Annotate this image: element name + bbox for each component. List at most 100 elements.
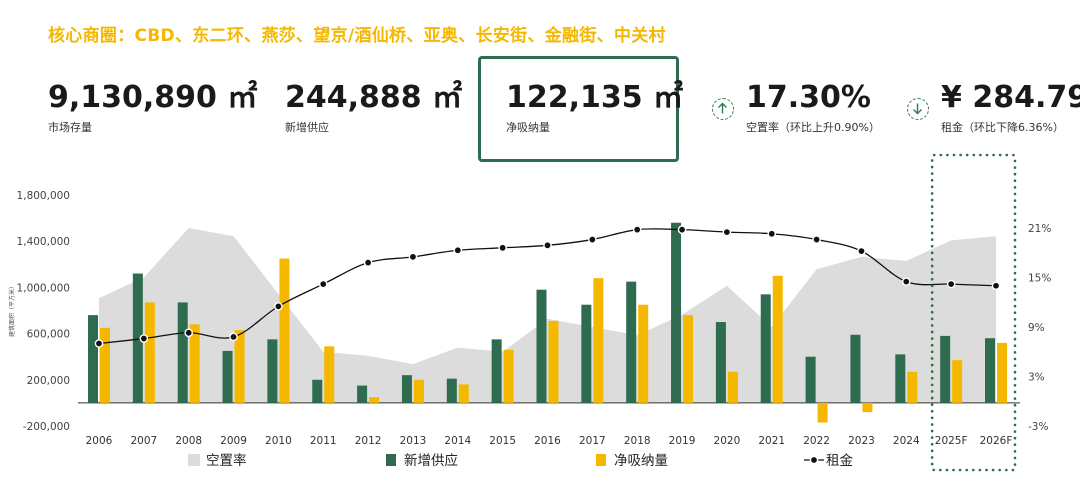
legend-swatch-rent-dot bbox=[809, 455, 819, 465]
bar-net-absorption bbox=[503, 349, 514, 403]
kpi-value: 244,888 ㎡ bbox=[285, 80, 463, 115]
bar-new-supply bbox=[581, 304, 592, 403]
bar-net-absorption bbox=[548, 320, 559, 403]
rent-point bbox=[94, 339, 104, 348]
rent-point bbox=[767, 229, 777, 239]
bar-new-supply bbox=[177, 302, 188, 403]
arrow-up-circle-icon bbox=[712, 98, 734, 120]
legend-label: 新增供应 bbox=[404, 452, 458, 469]
x-axis-tick: 2021 bbox=[758, 435, 785, 447]
kpi-vacancy-rate: 17.30% 空置率（环比上升0.90%） bbox=[746, 80, 880, 135]
rent-point bbox=[229, 332, 238, 342]
left-axis-tick: 200,000 bbox=[27, 375, 70, 387]
x-axis-tick: 2022 bbox=[803, 435, 830, 447]
x-axis-tick: 2020 bbox=[714, 435, 741, 447]
bar-new-supply bbox=[626, 281, 637, 403]
bar-net-absorption bbox=[997, 342, 1007, 403]
rent-point bbox=[588, 235, 597, 244]
x-axis-tick: 2014 bbox=[444, 435, 471, 447]
bar-new-supply bbox=[715, 322, 726, 403]
legend-swatch-vacancy bbox=[188, 454, 200, 466]
bar-net-absorption bbox=[683, 315, 694, 403]
bar-new-supply bbox=[895, 354, 906, 403]
bar-net-absorption bbox=[279, 258, 290, 403]
bar-new-supply bbox=[312, 379, 323, 403]
rent-point bbox=[543, 241, 552, 250]
rent-point bbox=[946, 279, 956, 289]
x-axis-tick: 2006 bbox=[86, 435, 113, 447]
x-axis-tick: 2015 bbox=[489, 435, 516, 447]
kpi-value: ¥ 284.79 bbox=[941, 80, 1080, 115]
bar-new-supply bbox=[491, 339, 502, 403]
kpi-net-absorption: 122,135 ㎡ 净吸纳量 bbox=[506, 80, 683, 135]
bar-net-absorption bbox=[727, 371, 738, 403]
kpi-value: 17.30% bbox=[746, 80, 871, 115]
bar-net-absorption bbox=[100, 327, 110, 403]
bar-new-supply bbox=[132, 273, 143, 403]
bar-net-absorption bbox=[907, 371, 918, 403]
bar-new-supply bbox=[671, 222, 682, 403]
left-axis-tick: -200,000 bbox=[23, 421, 70, 433]
kpi-label: 租金（环比下降6.36%） bbox=[941, 121, 1064, 134]
bar-net-absorption bbox=[144, 302, 155, 403]
x-axis-tick: 2013 bbox=[400, 435, 427, 447]
rent-point bbox=[408, 252, 418, 262]
rent-point bbox=[677, 225, 687, 234]
x-axis-tick: 2026F bbox=[980, 435, 1013, 447]
x-axis-tick: 2019 bbox=[669, 435, 696, 447]
bar-net-absorption bbox=[638, 304, 649, 403]
page-title: 核心商圈：CBD、东二环、燕莎、望京/酒仙桥、亚奥、长安街、金融街、中关村 bbox=[48, 26, 666, 46]
right-axis-tick: -3% bbox=[1028, 421, 1048, 433]
kpi-label: 市场存量 bbox=[48, 121, 92, 134]
kpi-value: 9,130,890 ㎡ bbox=[48, 80, 258, 115]
rent-point bbox=[453, 245, 463, 255]
x-axis-tick: 2010 bbox=[265, 435, 292, 447]
x-axis-tick: 2016 bbox=[534, 435, 561, 447]
right-axis-tick: 15% bbox=[1028, 273, 1051, 285]
x-axis-tick: 2017 bbox=[579, 435, 606, 447]
kpi-label: 空置率（环比上升0.90%） bbox=[746, 121, 880, 134]
bar-new-supply bbox=[357, 385, 368, 403]
rent-point bbox=[184, 328, 193, 338]
bar-net-absorption bbox=[772, 275, 783, 403]
rent-point bbox=[902, 277, 911, 286]
legend-label: 净吸纳量 bbox=[614, 453, 668, 469]
x-axis-tick: 2023 bbox=[848, 435, 875, 447]
right-axis-tick: 9% bbox=[1028, 322, 1045, 334]
x-axis-tick: 2011 bbox=[310, 435, 337, 447]
kpi-label: 新增供应 bbox=[285, 121, 329, 134]
kpi-rent: ¥ 284.79 租金（环比下降6.36%） bbox=[941, 80, 1080, 135]
kpi-value: 122,135 ㎡ bbox=[506, 80, 684, 115]
legend-label: 租金 bbox=[826, 453, 854, 469]
forecast-highlight-box bbox=[930, 153, 1017, 472]
left-axis-tick: 1,000,000 bbox=[17, 282, 70, 294]
vacancy-area bbox=[99, 228, 996, 403]
kpi-market-stock: 9,130,890 ㎡ 市场存量 bbox=[48, 80, 257, 135]
left-axis-tick: 1,400,000 bbox=[17, 236, 70, 248]
left-axis-tick: 600,000 bbox=[27, 329, 70, 341]
rent-point bbox=[991, 281, 1001, 291]
bar-new-supply bbox=[401, 375, 412, 403]
bar-new-supply bbox=[805, 356, 816, 403]
bar-new-supply bbox=[88, 315, 98, 403]
bar-new-supply bbox=[446, 378, 457, 403]
x-axis-tick: 2009 bbox=[220, 435, 247, 447]
x-axis-tick: 2007 bbox=[130, 435, 157, 447]
rent-point bbox=[632, 225, 642, 234]
kpi-label: 净吸纳量 bbox=[506, 121, 550, 134]
bar-net-absorption bbox=[593, 278, 604, 403]
kpi-highlight-box bbox=[478, 56, 679, 162]
rent-point bbox=[498, 243, 507, 253]
bar-net-absorption bbox=[952, 360, 963, 403]
left-axis-tick: 1,800,000 bbox=[17, 190, 70, 202]
rent-point bbox=[318, 279, 328, 289]
x-axis-tick: 2008 bbox=[175, 435, 202, 447]
arrow-down-circle-icon bbox=[907, 98, 929, 120]
rent-point bbox=[812, 235, 821, 244]
kpi-new-supply: 244,888 ㎡ 新增供应 bbox=[285, 80, 462, 135]
bar-net-absorption bbox=[324, 346, 335, 403]
legend-label: 空置率 bbox=[206, 452, 247, 469]
bar-net-absorption bbox=[234, 330, 245, 403]
bar-net-absorption bbox=[817, 402, 828, 423]
